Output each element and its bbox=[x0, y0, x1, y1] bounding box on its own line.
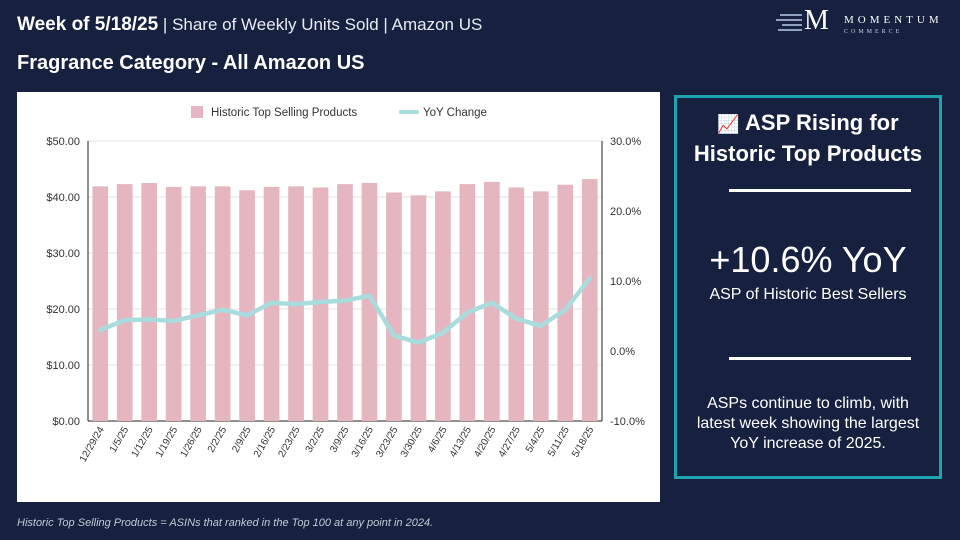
yoy-point bbox=[342, 298, 348, 303]
logo-brand-sub: COMMERCE bbox=[844, 29, 903, 35]
yoy-point bbox=[171, 318, 176, 324]
legend-swatch-bars bbox=[191, 106, 203, 118]
yoy-point bbox=[440, 330, 446, 335]
insight-text: ASPs continue to climb, with latest week… bbox=[696, 395, 920, 452]
bar bbox=[116, 184, 133, 421]
y-right-tick-label: -10.0% bbox=[610, 416, 645, 428]
x-tick-label: 4/20/25 bbox=[472, 425, 498, 460]
bar bbox=[508, 187, 525, 421]
bar bbox=[532, 191, 549, 421]
bar bbox=[141, 183, 158, 421]
bar bbox=[459, 184, 476, 421]
yoy-point bbox=[146, 317, 152, 322]
logo-letter: M bbox=[804, 5, 829, 36]
bar bbox=[581, 179, 598, 421]
x-tick-label: 3/2/25 bbox=[304, 425, 328, 455]
y-left-tick-label: $40.00 bbox=[46, 192, 80, 204]
x-tick-label: 2/2/25 bbox=[206, 425, 230, 455]
logo-brand: MOMENTUM bbox=[844, 14, 943, 26]
x-tick-label: 4/27/25 bbox=[497, 425, 523, 460]
bar bbox=[435, 191, 451, 421]
x-tick-label: 5/11/25 bbox=[546, 425, 572, 459]
bar bbox=[190, 186, 206, 421]
header-separator: | bbox=[378, 15, 392, 34]
x-tick-label: 12/29/24 bbox=[78, 425, 107, 465]
y-left-tick-label: $10.00 bbox=[46, 360, 80, 372]
y-right-tick-label: 0.0% bbox=[610, 346, 635, 358]
x-tick-label: 4/6/25 bbox=[426, 425, 450, 455]
x-tick-label: 5/18/25 bbox=[570, 425, 596, 460]
yoy-point bbox=[391, 333, 397, 338]
x-tick-label: 1/19/25 bbox=[154, 425, 180, 460]
yoy-point bbox=[293, 301, 299, 307]
week-label: Week of 5/18/25 bbox=[17, 14, 159, 35]
yoy-point bbox=[465, 310, 470, 315]
insight-card: 📈 ASP Rising for Historic Top Products +… bbox=[674, 95, 942, 479]
bar bbox=[165, 186, 182, 421]
legend-label-line: YoY Change bbox=[423, 107, 487, 119]
x-tick-label: 5/4/25 bbox=[524, 425, 548, 455]
insight-title: 📈 ASP Rising for Historic Top Products bbox=[677, 108, 939, 169]
bar bbox=[361, 183, 378, 421]
x-tick-label: 3/16/25 bbox=[350, 425, 376, 460]
insight-title-line1: ASP Rising for bbox=[745, 110, 899, 135]
x-tick-label: 1/26/25 bbox=[179, 425, 205, 460]
yoy-point bbox=[489, 300, 495, 305]
page-title: Fragrance Category - All Amazon US bbox=[17, 52, 365, 74]
chart-increasing-icon: 📈 bbox=[717, 114, 740, 134]
x-tick-label: 2/16/25 bbox=[252, 425, 278, 460]
logo-mark-icon bbox=[776, 14, 802, 31]
yoy-point bbox=[416, 340, 421, 345]
yoy-point bbox=[98, 327, 103, 333]
yoy-point bbox=[244, 313, 250, 318]
divider-bottom bbox=[729, 357, 911, 360]
y-right-tick-label: 10.0% bbox=[610, 276, 641, 288]
x-tick-label: 2/9/25 bbox=[230, 425, 254, 455]
combo-chart: $0.00 $10.00 $20.00 $30.00 $40.00 $50.00 -10.0… bbox=[46, 106, 645, 465]
yoy-point bbox=[122, 318, 127, 323]
insight-metric: +10.6% YoY bbox=[709, 239, 907, 280]
yoy-point bbox=[195, 313, 201, 318]
y-right-tick-label: 30.0% bbox=[610, 136, 641, 148]
divider-top bbox=[729, 189, 911, 192]
bar bbox=[92, 186, 109, 421]
insight-title-line2: Historic Top Products bbox=[693, 141, 923, 166]
x-tick-label: 3/30/25 bbox=[399, 425, 425, 460]
x-tick-label: 3/9/25 bbox=[328, 425, 352, 455]
x-tick-label: 3/23/25 bbox=[374, 425, 400, 460]
yoy-point bbox=[587, 276, 592, 281]
header-marketplace-label: Amazon US bbox=[391, 15, 483, 34]
x-tick-label: 4/13/25 bbox=[448, 425, 474, 460]
bar bbox=[214, 186, 231, 421]
yoy-point bbox=[220, 307, 225, 312]
y-left-tick-label: $50.00 bbox=[46, 136, 80, 148]
bar bbox=[410, 195, 427, 421]
x-tick-label: 1/12/25 bbox=[130, 425, 156, 460]
y-right-tick-label: 20.0% bbox=[610, 206, 641, 218]
legend-label-bars: Historic Top Selling Products bbox=[211, 107, 357, 119]
y-left-tick-label: $0.00 bbox=[52, 416, 80, 428]
x-tick-label: 2/23/25 bbox=[276, 425, 302, 460]
bar bbox=[557, 184, 574, 421]
yoy-point bbox=[367, 293, 372, 298]
header-metric-label: Share of Weekly Units Sold bbox=[172, 15, 379, 34]
momentum-logo: M MOMENTUM COMMERCE bbox=[776, 5, 951, 38]
yoy-point bbox=[538, 323, 544, 328]
yoy-point bbox=[269, 300, 274, 305]
header-line: Week of 5/18/25 | Share of Weekly Units … bbox=[17, 14, 482, 36]
yoy-point bbox=[318, 299, 323, 305]
y-left-tick-label: $30.00 bbox=[46, 248, 80, 260]
yoy-point bbox=[514, 316, 519, 321]
x-tick-label: 1/5/25 bbox=[108, 425, 132, 455]
header-separator: | bbox=[158, 15, 173, 34]
bar bbox=[386, 192, 402, 421]
bar bbox=[239, 190, 255, 421]
yoy-point bbox=[563, 307, 568, 312]
insight-metric-label: ASP of Historic Best Sellers bbox=[709, 286, 907, 303]
chart-panel: $0.00 $10.00 $20.00 $30.00 $40.00 $50.00 -10.0… bbox=[17, 92, 660, 502]
y-left-tick-label: $20.00 bbox=[46, 304, 80, 316]
footnote: Historic Top Selling Products = ASINs th… bbox=[17, 517, 434, 529]
